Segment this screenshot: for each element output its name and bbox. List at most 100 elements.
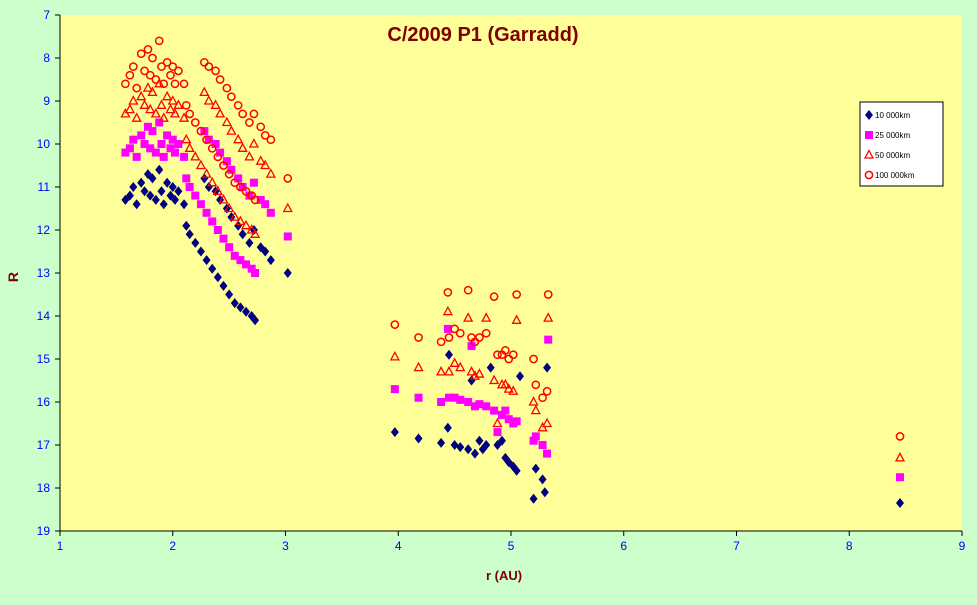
data-point xyxy=(202,135,211,145)
data-point xyxy=(190,151,201,161)
data-point xyxy=(184,142,195,152)
data-point xyxy=(538,393,547,403)
data-point xyxy=(218,194,229,204)
data-point xyxy=(145,70,155,80)
data-point xyxy=(169,108,181,118)
data-point xyxy=(162,57,172,67)
data-point xyxy=(171,194,180,205)
data-point xyxy=(283,268,292,278)
data-point xyxy=(437,437,446,448)
data-point xyxy=(208,217,217,226)
data-point xyxy=(137,177,146,188)
data-point xyxy=(248,138,260,148)
data-point xyxy=(486,362,495,373)
data-point xyxy=(250,195,260,205)
data-point xyxy=(489,374,500,385)
y-tick-label: 11 xyxy=(38,180,51,194)
data-point xyxy=(219,161,228,170)
data-point xyxy=(260,131,270,140)
data-point xyxy=(235,215,246,226)
x-tick-label: 7 xyxy=(733,539,740,553)
data-point xyxy=(128,95,139,105)
data-point xyxy=(165,103,176,114)
data-point xyxy=(500,378,511,389)
data-point xyxy=(512,417,521,426)
y-tick-label: 9 xyxy=(43,94,50,108)
data-point xyxy=(241,186,251,196)
data-point xyxy=(251,315,260,326)
data-point xyxy=(283,174,293,183)
data-point xyxy=(497,410,506,419)
data-point xyxy=(443,324,452,333)
y-tick-label: 12 xyxy=(37,223,51,237)
data-point xyxy=(450,324,459,334)
data-point xyxy=(156,99,167,109)
data-point xyxy=(511,314,522,324)
data-point xyxy=(482,440,491,450)
data-point xyxy=(125,144,134,153)
data-point xyxy=(390,320,400,329)
data-point xyxy=(162,90,173,101)
data-point xyxy=(125,70,135,80)
data-point xyxy=(249,178,258,187)
data-point xyxy=(443,288,453,297)
data-point xyxy=(255,155,266,165)
data-point xyxy=(230,298,239,309)
data-point xyxy=(157,140,166,148)
data-point xyxy=(212,185,223,195)
data-point xyxy=(204,182,213,192)
data-point xyxy=(222,83,232,93)
data-point xyxy=(246,224,257,234)
data-point xyxy=(249,109,259,119)
data-point xyxy=(163,177,172,188)
data-point xyxy=(256,122,266,132)
data-point xyxy=(466,366,477,376)
data-point xyxy=(207,143,217,153)
data-point xyxy=(540,487,549,498)
data-point xyxy=(414,433,423,444)
data-point xyxy=(182,220,191,231)
data-point xyxy=(196,200,205,209)
data-point xyxy=(166,70,175,80)
data-point xyxy=(501,406,510,415)
data-point xyxy=(538,474,547,485)
data-point xyxy=(233,133,244,144)
data-point xyxy=(216,148,225,157)
data-point xyxy=(163,131,172,140)
data-point xyxy=(181,100,191,110)
data-point xyxy=(195,159,207,170)
data-point xyxy=(168,135,177,144)
data-point xyxy=(210,99,221,109)
data-point xyxy=(142,82,154,92)
data-point xyxy=(493,350,502,360)
data-point xyxy=(151,75,161,84)
data-point xyxy=(227,92,236,102)
y-tick-label: 13 xyxy=(37,266,51,280)
y-tick-label: 10 xyxy=(37,137,51,151)
data-point xyxy=(132,199,141,210)
data-point xyxy=(143,122,152,131)
data-point xyxy=(174,186,183,197)
data-point xyxy=(493,428,502,437)
data-point xyxy=(464,444,473,455)
data-point xyxy=(389,350,400,361)
data-point xyxy=(136,49,146,59)
data-point xyxy=(283,232,292,241)
data-point xyxy=(155,164,164,175)
data-point xyxy=(437,398,446,406)
legend-label: 25 000km xyxy=(875,131,910,140)
data-point xyxy=(470,402,479,411)
data-point xyxy=(543,449,552,458)
data-point xyxy=(413,361,424,372)
data-point xyxy=(542,386,552,396)
data-point xyxy=(182,174,191,183)
data-point xyxy=(180,199,189,210)
x-tick-label: 9 xyxy=(959,539,966,553)
y-axis-label: R xyxy=(5,272,21,282)
data-point xyxy=(543,362,552,373)
data-point xyxy=(245,237,254,248)
data-point xyxy=(436,337,446,347)
data-point xyxy=(237,142,248,152)
data-point xyxy=(137,131,146,140)
